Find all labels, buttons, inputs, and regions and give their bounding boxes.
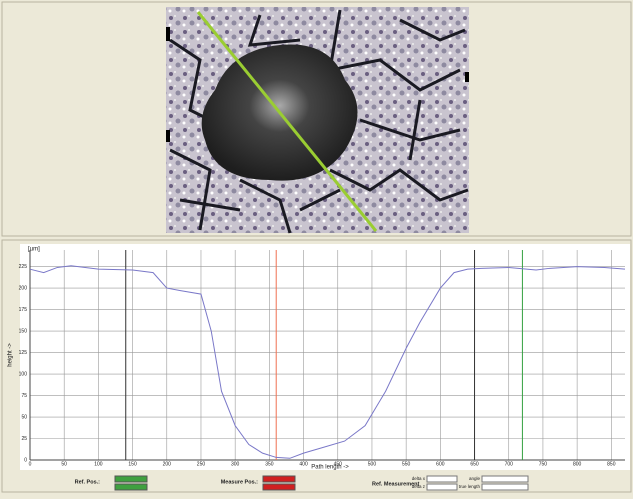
true-length-label: true length — [459, 484, 481, 489]
page: {"chart_data": {"type": "line", "y_unit"… — [0, 0, 633, 494]
x-axis-label: Path length -> — [311, 465, 349, 471]
x-tick-label: 200 — [163, 461, 172, 467]
x-tick-label: 650 — [470, 461, 479, 467]
delta-z-label: delta z — [412, 484, 426, 489]
y-tick-label: 100 — [19, 371, 28, 377]
x-tick-label: 750 — [539, 461, 548, 467]
x-tick-label: 850 — [607, 461, 616, 467]
x-tick-label: 500 — [368, 461, 377, 467]
y-tick-label: 75 — [21, 393, 27, 399]
x-tick-label: 800 — [573, 461, 582, 467]
measure-pos-x-field[interactable] — [263, 476, 295, 482]
measure-pos-label: Measure Pos.: — [221, 479, 258, 485]
x-tick-label: 700 — [505, 461, 514, 467]
y-tick-label: 25 — [21, 436, 27, 442]
measure-pos-z-field[interactable] — [263, 484, 295, 490]
x-tick-label: 550 — [402, 461, 411, 467]
delta-x-field[interactable] — [427, 476, 457, 482]
x-tick-label: 150 — [128, 461, 137, 467]
delta-x-label: delta x — [412, 476, 426, 481]
y-tick-label: 225 — [19, 264, 28, 270]
y-tick-label: 175 — [19, 307, 28, 313]
x-tick-label: 400 — [299, 461, 308, 467]
angle-field[interactable] — [482, 476, 528, 482]
plot-background — [20, 244, 630, 470]
y-tick-label: 125 — [19, 350, 28, 356]
x-tick-label: 100 — [94, 461, 103, 467]
ref-pos-x-field[interactable] — [115, 476, 147, 482]
x-tick-label: 50 — [61, 461, 67, 467]
app-window: [µm] Path length -> height -> 0255075100… — [0, 0, 633, 494]
x-tick-label: 450 — [334, 461, 343, 467]
x-tick-label: 350 — [265, 461, 274, 467]
y-tick-label: 0 — [24, 457, 27, 463]
y-tick-label: 50 — [21, 414, 27, 420]
y-tick-label: 200 — [19, 285, 28, 291]
delta-z-field[interactable] — [427, 484, 457, 490]
y-tick-label: 150 — [19, 328, 28, 334]
microscope-image — [166, 7, 469, 233]
x-tick-label: 300 — [231, 461, 240, 467]
ref-pos-z-field[interactable] — [115, 484, 147, 490]
true-length-field[interactable] — [482, 484, 528, 490]
x-tick-label: 250 — [197, 461, 206, 467]
x-tick-label: 0 — [29, 461, 32, 467]
y-axis-label: height -> — [8, 343, 14, 367]
angle-label: angle — [469, 476, 481, 481]
ref-pos-label: Ref. Pos.: — [75, 479, 101, 485]
x-tick-label: 600 — [436, 461, 445, 467]
